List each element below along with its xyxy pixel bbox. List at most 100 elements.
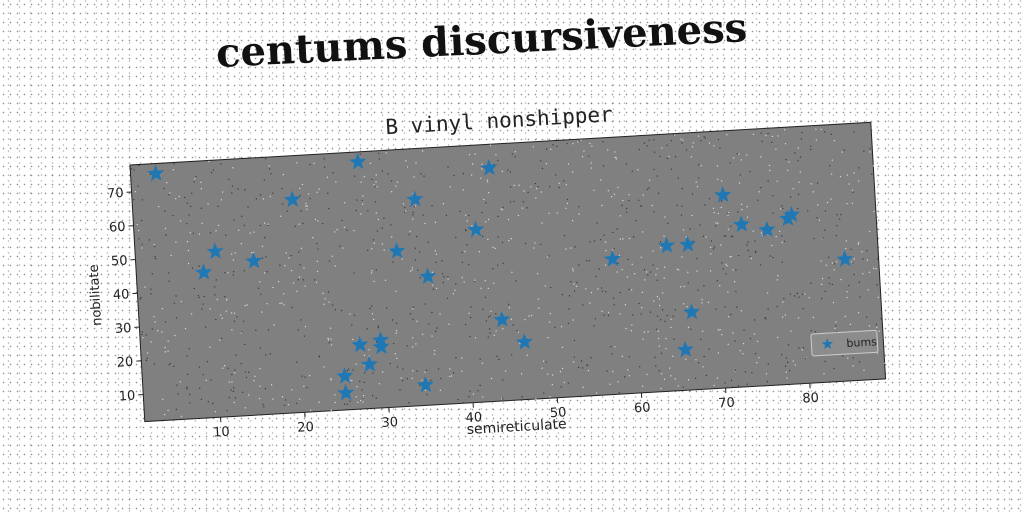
- noise-dot: [830, 198, 832, 200]
- noise-dot: [628, 288, 630, 291]
- noise-dot: [709, 270, 712, 272]
- noise-dot: [652, 264, 654, 266]
- noise-dot: [824, 210, 827, 212]
- noise-dot: [409, 313, 412, 315]
- noise-dot: [568, 295, 571, 297]
- noise-dot: [646, 145, 648, 147]
- noise-dot: [306, 386, 308, 389]
- noise-dot: [664, 216, 666, 218]
- noise-dot: [794, 364, 796, 366]
- legend-star-icon: [821, 338, 834, 350]
- noise-dot: [415, 343, 417, 345]
- noise-dot: [565, 248, 567, 250]
- noise-dot: [490, 377, 493, 380]
- data-point-star: [372, 337, 390, 355]
- noise-dot: [687, 282, 689, 284]
- noise-dot: [595, 392, 598, 394]
- noise-dot: [853, 172, 855, 174]
- noise-dot: [164, 321, 167, 323]
- noise-dot: [853, 258, 855, 260]
- noise-dot: [219, 339, 221, 341]
- noise-dot: [721, 262, 723, 264]
- noise-dot: [137, 185, 139, 187]
- noise-dot: [746, 154, 748, 156]
- noise-dot: [298, 223, 300, 225]
- noise-dot: [767, 132, 769, 135]
- noise-dot: [306, 205, 308, 207]
- noise-dot: [853, 274, 855, 276]
- noise-dot: [573, 339, 576, 342]
- noise-dot: [387, 173, 389, 175]
- noise-dot: [435, 330, 437, 333]
- data-point-star: [337, 384, 355, 401]
- noise-dot: [487, 336, 489, 338]
- y-axis-label: nobilitate: [87, 264, 106, 326]
- noise-dot: [625, 207, 628, 210]
- noise-dot: [233, 219, 235, 221]
- noise-dot: [549, 312, 552, 315]
- noise-dot: [309, 164, 311, 166]
- noise-dot: [853, 131, 855, 133]
- noise-dot: [322, 292, 324, 295]
- noise-dot: [567, 382, 570, 384]
- noise-dot: [190, 205, 192, 208]
- noise-dot: [727, 212, 729, 215]
- noise-dot: [787, 344, 790, 346]
- noise-dot: [737, 254, 740, 257]
- noise-dot: [808, 296, 810, 299]
- noise-dot: [469, 390, 471, 392]
- noise-dot: [750, 257, 752, 260]
- noise-dot: [717, 178, 719, 181]
- noise-dot: [824, 229, 826, 231]
- noise-dot: [736, 306, 738, 308]
- noise-dot: [782, 207, 784, 210]
- noise-dot: [257, 287, 260, 289]
- noise-dot: [646, 373, 648, 376]
- noise-dot: [451, 375, 453, 377]
- noise-dot: [607, 190, 610, 192]
- noise-dot: [591, 145, 593, 147]
- noise-dot: [615, 156, 617, 159]
- noise-dot: [279, 302, 281, 305]
- noise-dot: [280, 215, 282, 217]
- noise-dot: [784, 314, 787, 316]
- noise-dot: [619, 238, 622, 240]
- noise-dot: [672, 355, 674, 357]
- noise-dot: [282, 173, 284, 176]
- noise-dot: [186, 386, 188, 388]
- data-point-star: [360, 355, 378, 373]
- noise-dot: [396, 181, 399, 183]
- noise-dot: [298, 251, 300, 253]
- noise-dot: [509, 186, 512, 188]
- noise-dot: [713, 246, 716, 248]
- noise-dot: [468, 312, 470, 314]
- noise-dot: [719, 328, 721, 331]
- noise-dot: [755, 251, 757, 254]
- noise-dot: [590, 291, 593, 294]
- noise-dot: [551, 383, 553, 386]
- noise-dot: [469, 316, 472, 319]
- noise-dot: [657, 330, 659, 332]
- noise-dot: [331, 304, 334, 306]
- noise-dot: [411, 377, 413, 380]
- noise-dot: [784, 240, 786, 242]
- noise-dot: [180, 300, 182, 303]
- noise-dot: [800, 138, 803, 140]
- noise-dot: [781, 316, 784, 318]
- noise-dot: [649, 311, 652, 313]
- noise-dot: [145, 359, 148, 362]
- noise-dot: [198, 233, 201, 235]
- noise-dot: [563, 381, 566, 384]
- noise-dot: [392, 261, 394, 263]
- noise-dot: [316, 270, 319, 273]
- noise-dot: [680, 138, 682, 140]
- noise-dot: [189, 232, 191, 234]
- noise-dot: [352, 338, 354, 341]
- noise-dot: [376, 230, 378, 232]
- noise-dot: [258, 397, 261, 400]
- noise-dot: [414, 247, 416, 249]
- noise-dot: [487, 181, 489, 183]
- noise-dot: [161, 331, 163, 333]
- noise-dot: [235, 354, 237, 356]
- noise-dot: [696, 186, 699, 188]
